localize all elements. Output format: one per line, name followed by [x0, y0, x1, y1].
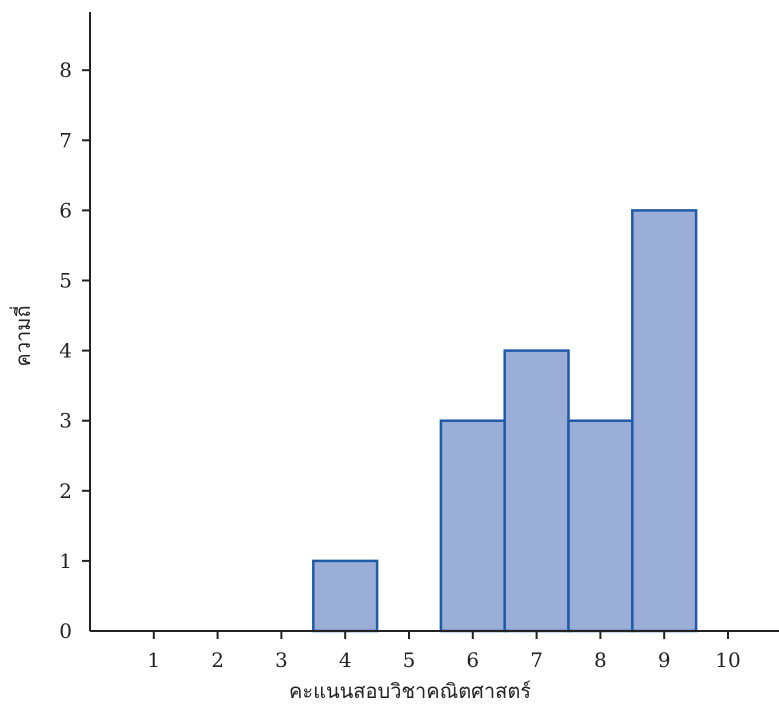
y-ticks: 0 1 2 3 4 5 6 7 8 — [59, 58, 90, 643]
y-axis-title: ความถี่ — [9, 305, 35, 366]
x-tick-label-5: 5 — [403, 648, 416, 672]
bar-4 — [312, 559, 379, 633]
x-tick-label-3: 3 — [275, 648, 288, 672]
y-tick-label-4: 4 — [59, 339, 72, 363]
bars-layer — [312, 209, 698, 633]
x-tick-label-2: 2 — [211, 648, 224, 672]
x-tick-label-9: 9 — [658, 648, 671, 672]
x-tick-label-6: 6 — [466, 648, 479, 672]
y-tick-label-1: 1 — [59, 549, 72, 573]
y-tick-label-2: 2 — [59, 479, 72, 503]
x-tick-label-4: 4 — [339, 648, 352, 672]
bar-8 — [567, 419, 634, 633]
y-tick-label-8: 8 — [59, 58, 72, 82]
bar-7 — [503, 349, 570, 633]
bar-9 — [631, 209, 698, 633]
x-ticks: 1 2 3 4 5 6 7 8 9 10 — [147, 631, 741, 672]
y-tick-label-6: 6 — [59, 198, 72, 222]
y-tick-label-3: 3 — [59, 409, 72, 433]
x-tick-label-1: 1 — [147, 648, 160, 672]
y-tick-label-7: 7 — [59, 128, 72, 152]
x-axis-title: คะแนนสอบวิชาคณิตศาสตร์ — [289, 679, 531, 703]
y-tick-label-0: 0 — [59, 619, 72, 643]
x-tick-label-8: 8 — [594, 648, 607, 672]
y-tick-label-5: 5 — [59, 269, 72, 293]
bar-6 — [439, 419, 506, 633]
x-tick-label-10: 10 — [715, 648, 740, 672]
x-tick-label-7: 7 — [530, 648, 543, 672]
